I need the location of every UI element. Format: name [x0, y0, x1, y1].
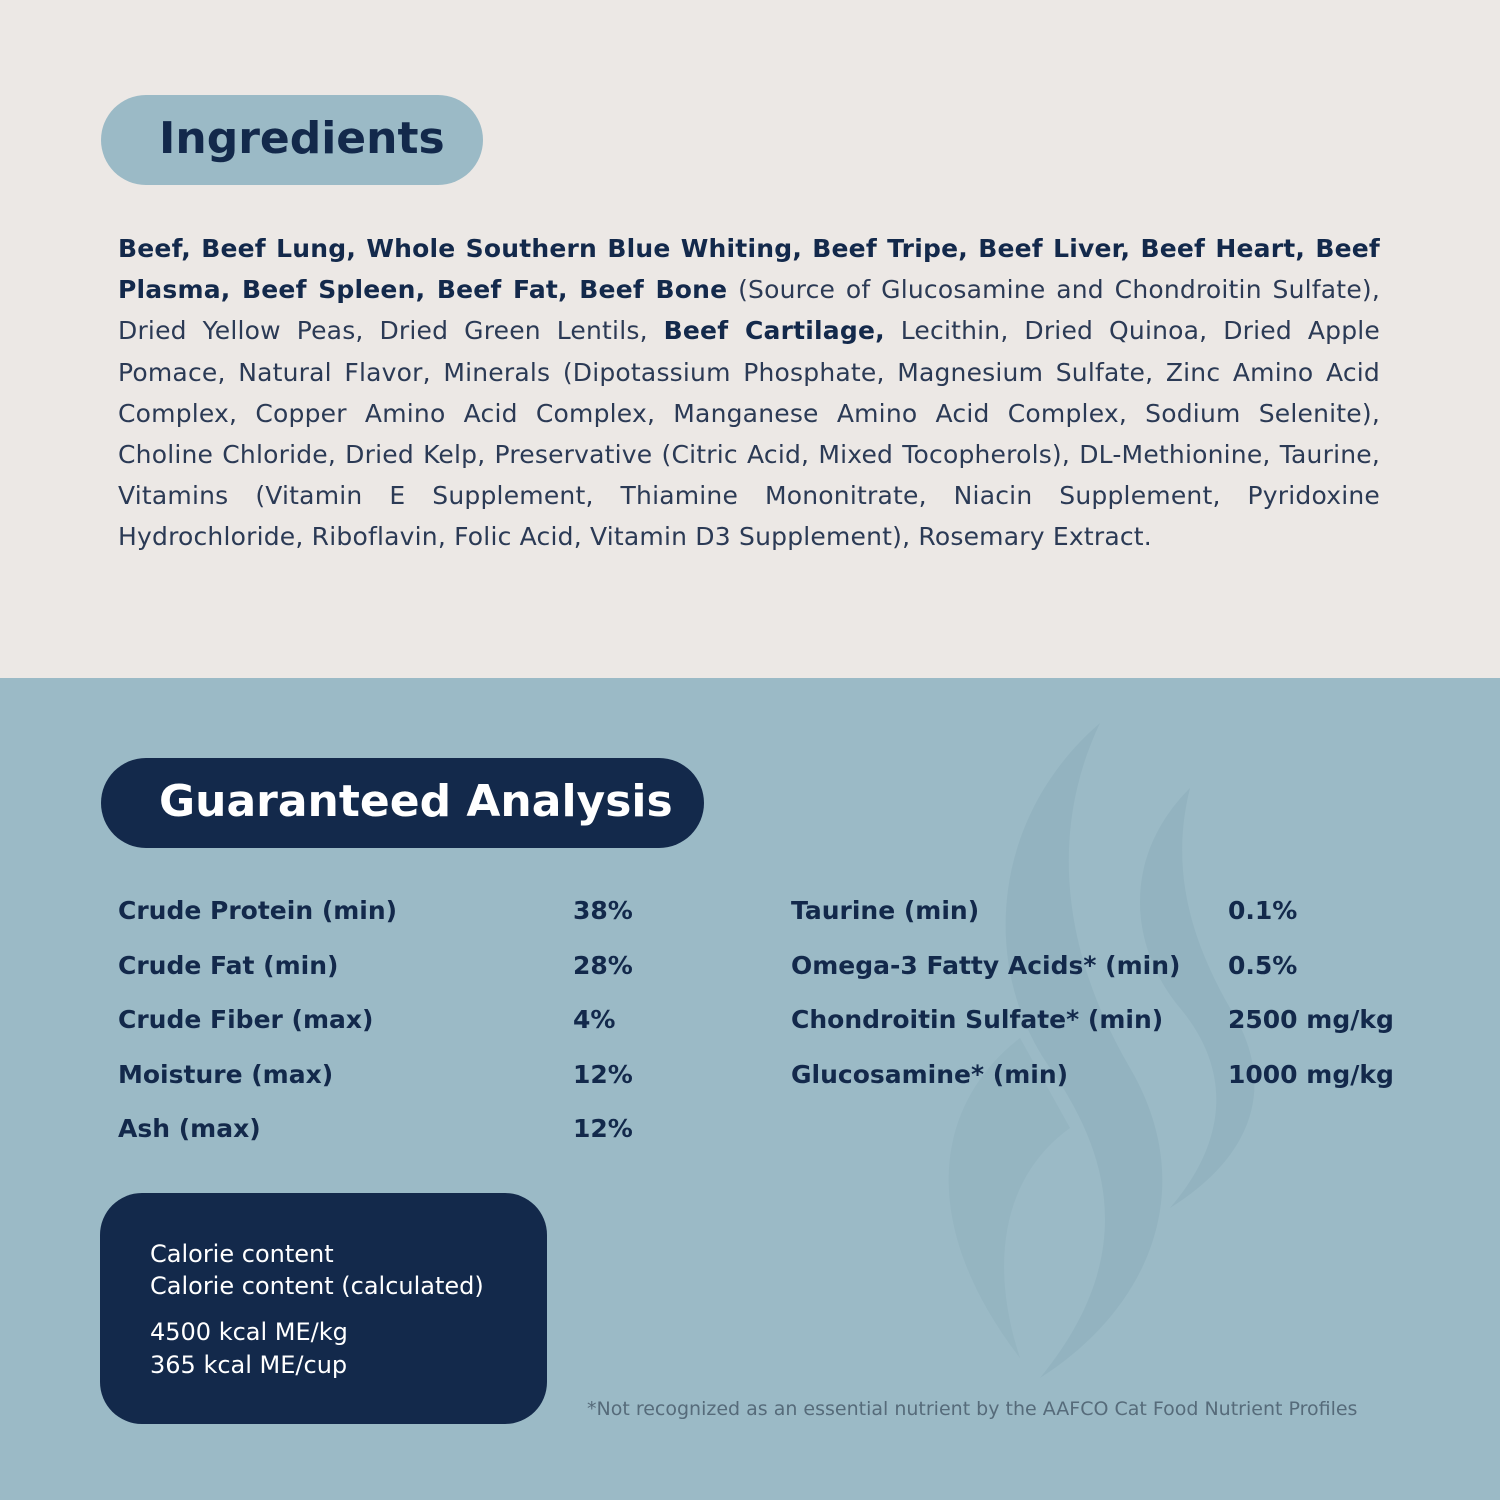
analysis-value: 38%	[573, 896, 633, 925]
analysis-label: Crude Protein (min)	[118, 896, 398, 925]
calorie-per-cup: 365 kcal ME/cup	[150, 1351, 348, 1379]
analysis-title: Guaranteed Analysis	[159, 776, 673, 827]
analysis-label: Crude Fiber (max)	[118, 1005, 374, 1034]
ingredient-segment: (Source of Glucosamine and Chondroitin S…	[118, 275, 1380, 346]
analysis-label: Omega-3 Fatty Acids* (min)	[791, 950, 1181, 980]
analysis-section: Guaranteed Analysis Crude Protein (min) 3…	[0, 678, 1500, 1500]
footnote: *Not recognized as an essential nutrient…	[587, 1398, 1358, 1420]
analysis-value: 2500 mg/kg	[1228, 1005, 1394, 1034]
analysis-label: Moisture (max)	[118, 1059, 334, 1089]
analysis-value: 12%	[573, 1059, 633, 1089]
ingredient-segment: Lecithin, Dried Quinoa, Dried Apple Poma…	[118, 316, 1381, 552]
analysis-value: 12%	[573, 1114, 633, 1143]
analysis-value: 0.1%	[1228, 896, 1298, 925]
ingredient-bold-segment: Beef, Beef Lung, Whole Southern Blue Whi…	[118, 234, 1380, 305]
analysis-label: Crude Fat (min)	[118, 950, 339, 980]
ingredients-section: Ingredients Beef, Beef Lung, Whole South…	[0, 0, 1500, 678]
ingredients-heading-pill: Ingredients	[101, 95, 483, 185]
analysis-label: Glucosamine* (min)	[791, 1059, 1069, 1089]
flame-watermark-icon	[948, 723, 1255, 1378]
calorie-per-kg: 4500 kcal ME/kg	[150, 1318, 348, 1346]
analysis-label: Taurine (min)	[791, 896, 980, 925]
analysis-value: 4%	[573, 1005, 616, 1034]
analysis-heading-pill: Guaranteed Analysis	[101, 758, 704, 848]
analysis-value: 0.5%	[1228, 950, 1298, 980]
analysis-value: 28%	[573, 950, 633, 980]
ingredient-bold-segment: Beef Cartilage,	[663, 316, 885, 346]
analysis-label: Ash (max)	[118, 1114, 261, 1143]
analysis-label: Chondroitin Sulfate* (min)	[791, 1005, 1164, 1034]
ingredients-list: Beef, Beef Lung, Whole Southern Blue Whi…	[118, 228, 1380, 558]
ingredients-title: Ingredients	[159, 113, 445, 164]
calorie-label: Calorie content	[150, 1240, 334, 1268]
calorie-box: Calorie content Calorie content (calcula…	[100, 1193, 547, 1424]
calorie-calculated-label: Calorie content (calculated)	[150, 1272, 484, 1300]
analysis-value: 1000 mg/kg	[1228, 1059, 1394, 1089]
